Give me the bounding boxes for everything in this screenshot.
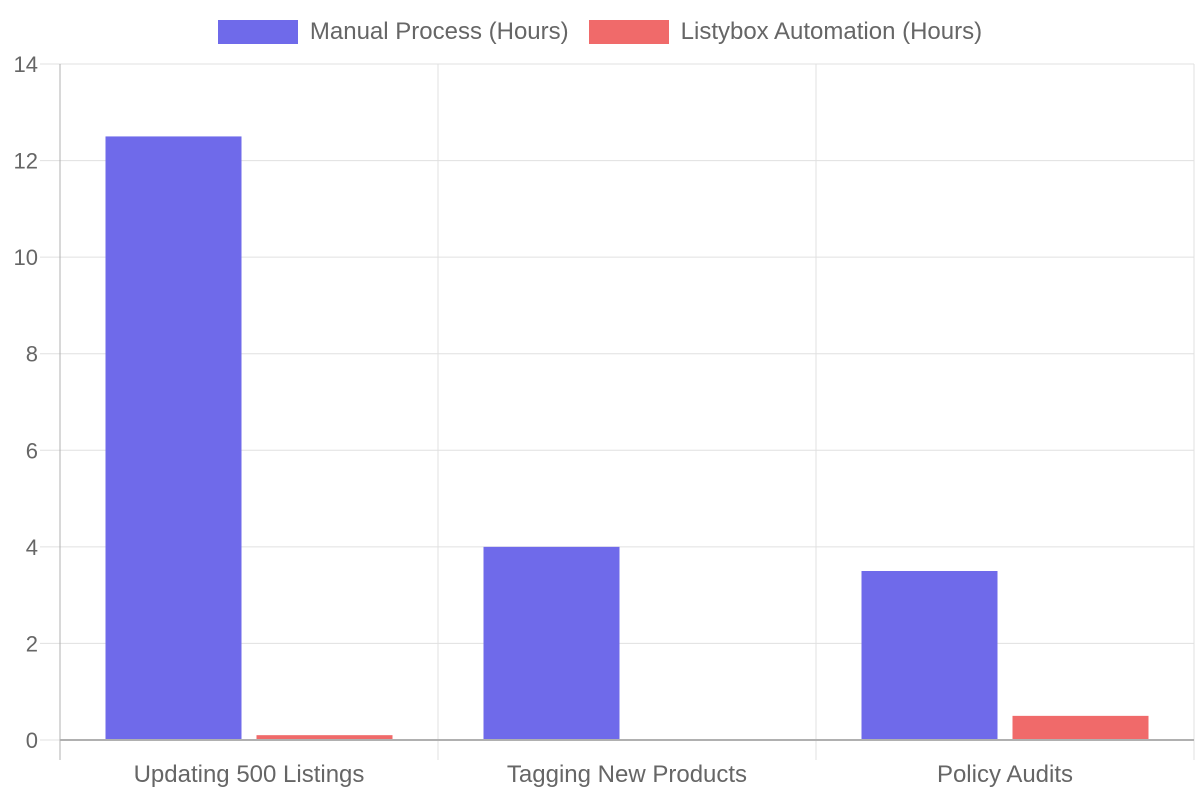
- bar-automation: [256, 735, 393, 740]
- legend-item-manual[interactable]: Manual Process (Hours): [217, 18, 569, 46]
- legend-swatch-manual: [217, 20, 298, 44]
- legend-label-automation: Listybox Automation (Hours): [680, 18, 983, 45]
- legend-item-automation[interactable]: Listybox Automation (Hours): [588, 18, 983, 46]
- bar-manual: [861, 571, 998, 740]
- y-tick-label: 4: [26, 535, 38, 560]
- legend-swatch-automation: [588, 20, 669, 44]
- legend-label-manual: Manual Process (Hours): [309, 18, 569, 45]
- x-tick-label: Updating 500 Listings: [134, 761, 365, 788]
- chart-legend: Manual Process (Hours) Listybox Automati…: [0, 18, 1200, 46]
- y-tick-label: 6: [26, 438, 38, 463]
- bar-automation: [1012, 715, 1149, 740]
- y-tick-label: 14: [14, 52, 38, 77]
- x-tick-label: Tagging New Products: [507, 761, 747, 788]
- y-tick-label: 2: [26, 631, 38, 656]
- bar-manual: [483, 546, 620, 740]
- x-tick-label: Policy Audits: [937, 761, 1073, 788]
- y-tick-label: 12: [14, 149, 38, 174]
- bar-manual: [105, 136, 242, 740]
- y-tick-label: 8: [26, 342, 38, 367]
- y-tick-label: 0: [26, 728, 38, 753]
- y-tick-label: 10: [14, 245, 38, 270]
